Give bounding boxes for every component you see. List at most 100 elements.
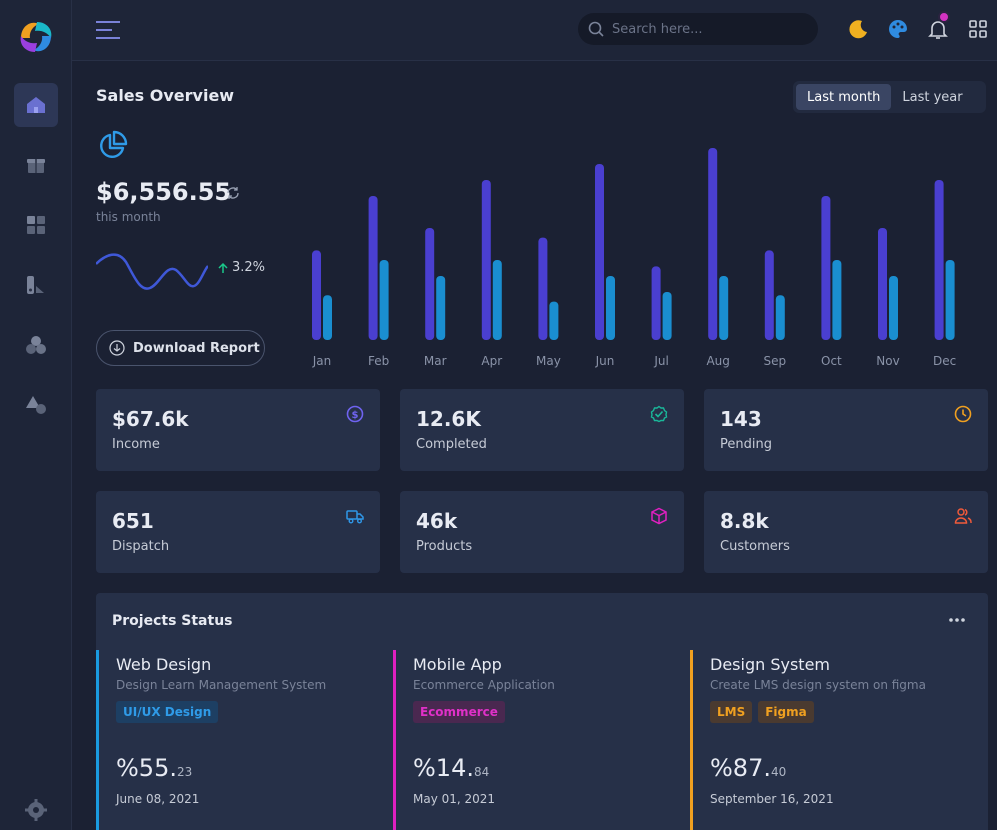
bar-apr-series-1[interactable]	[481, 180, 491, 340]
x-tick-label: May	[536, 354, 561, 368]
sales-bar-chart: Jan Feb Mar Apr May Jun Jul Aug Sep Oct Nov Dec	[296, 130, 986, 375]
bar-dec-series-1[interactable]	[934, 180, 944, 340]
period-last-month-button[interactable]: Last month	[796, 84, 892, 110]
truck-icon	[346, 510, 364, 524]
bar-aug-series-2[interactable]	[719, 276, 729, 340]
stat-value: 46k	[416, 509, 458, 533]
x-tick-label: Mar	[424, 354, 447, 368]
project-card-mobile-app[interactable]: Mobile App Ecommerce Application Ecommer…	[393, 650, 668, 830]
bar-may-series-1[interactable]	[538, 237, 548, 340]
x-tick-label: Nov	[876, 354, 899, 368]
stat-label: Dispatch	[112, 539, 170, 554]
stat-card-income: $67.6k Income $	[96, 389, 380, 471]
bar-jun-series-1[interactable]	[595, 164, 604, 340]
bar-jul-series-1[interactable]	[651, 266, 661, 340]
x-tick-label: Jun	[595, 354, 615, 368]
gift-icon	[27, 159, 45, 173]
x-tick-label: Jul	[653, 354, 668, 368]
project-percent: %14.84	[413, 754, 489, 782]
stat-value: 12.6K	[416, 407, 481, 431]
project-percent-fraction: 23	[176, 765, 193, 779]
home-icon	[27, 97, 45, 113]
stat-label: Products	[416, 539, 473, 554]
gear-icon	[25, 799, 47, 821]
bar-feb-series-1[interactable]	[368, 196, 378, 340]
project-tags: UI/UX Design	[116, 701, 219, 723]
bar-sep-series-1[interactable]	[764, 250, 774, 340]
projects-status-panel: Projects Status Web Design Design Learn …	[96, 593, 988, 830]
search-input[interactable]	[612, 21, 802, 37]
projects-status-title: Projects Status	[112, 613, 233, 629]
project-date: September 16, 2021	[710, 792, 834, 806]
bar-nov-series-2[interactable]	[889, 276, 898, 340]
bar-dec-series-2[interactable]	[945, 260, 955, 340]
project-tag: Figma	[758, 701, 814, 723]
stat-card-pending: 143 Pending	[704, 389, 988, 471]
project-description: Ecommerce Application	[413, 678, 555, 692]
sidebar-item-shapes[interactable]	[14, 383, 58, 427]
bar-mar-series-2[interactable]	[436, 276, 446, 340]
project-percent-fraction: 40	[770, 765, 787, 779]
refresh-icon[interactable]	[226, 186, 240, 200]
sidebar	[0, 0, 72, 830]
x-tick-label: Aug	[706, 354, 729, 368]
box-icon	[651, 507, 667, 525]
project-card-web-design[interactable]: Web Design Design Learn Management Syste…	[96, 650, 371, 830]
bell-icon[interactable]	[926, 17, 950, 41]
stat-value: 143	[720, 407, 762, 431]
bar-jul-series-2[interactable]	[662, 292, 672, 340]
project-name: Mobile App	[413, 655, 502, 674]
sidebar-item-components[interactable]	[14, 323, 58, 367]
sidebar-item-dashboard[interactable]	[14, 203, 58, 247]
sidebar-item-design[interactable]	[14, 263, 58, 307]
menu-icon[interactable]	[96, 19, 120, 41]
moon-icon[interactable]	[846, 17, 870, 41]
palette-icon	[27, 276, 44, 294]
project-tag: LMS	[710, 701, 753, 723]
period-toggle: Last month Last year	[793, 81, 986, 113]
stat-card-completed: 12.6K Completed	[400, 389, 684, 471]
palette-icon[interactable]	[886, 17, 910, 41]
dollar-icon: $	[346, 405, 364, 423]
bar-jun-series-2[interactable]	[606, 276, 615, 340]
apps-icon[interactable]	[966, 17, 990, 41]
project-name: Web Design	[116, 655, 212, 674]
bar-jan-series-2[interactable]	[323, 295, 332, 340]
download-report-button[interactable]: Download Report	[96, 330, 265, 366]
project-tags: LMS Figma	[710, 701, 814, 723]
stat-card-customers: 8.8k Customers	[704, 491, 988, 573]
bar-mar-series-1[interactable]	[425, 228, 435, 340]
app-logo[interactable]	[17, 18, 55, 56]
bar-sep-series-2[interactable]	[775, 295, 785, 340]
trend-value: 3.2%	[232, 260, 266, 275]
sidebar-item-home[interactable]	[14, 83, 58, 127]
more-options-icon[interactable]	[948, 615, 966, 625]
download-icon	[109, 340, 125, 356]
trend-indicator: 3.2%	[217, 260, 265, 275]
bar-apr-series-2[interactable]	[492, 260, 502, 340]
project-card-design-system[interactable]: Design System Create LMS design system o…	[690, 650, 965, 830]
bar-aug-series-1[interactable]	[708, 148, 718, 340]
x-tick-label: Feb	[368, 354, 389, 368]
project-date: June 08, 2021	[116, 792, 200, 806]
circles-icon	[26, 336, 46, 354]
bar-feb-series-2[interactable]	[379, 260, 389, 340]
stat-label: Completed	[416, 437, 487, 452]
sidebar-item-settings[interactable]	[14, 788, 58, 830]
x-tick-label: Apr	[481, 354, 502, 368]
project-tag: Ecommerce	[413, 701, 505, 723]
bar-jan-series-1[interactable]	[312, 250, 321, 340]
project-tag: UI/UX Design	[116, 701, 219, 723]
x-tick-label: Oct	[821, 354, 842, 368]
sidebar-item-gifts[interactable]	[14, 143, 58, 187]
sales-overview-title: Sales Overview	[96, 86, 235, 105]
bar-may-series-2[interactable]	[549, 301, 559, 340]
project-description: Design Learn Management System	[116, 678, 327, 692]
period-last-year-button[interactable]: Last year	[902, 89, 963, 105]
bar-nov-series-1[interactable]	[878, 228, 887, 340]
clock-icon	[954, 405, 972, 423]
bar-oct-series-1[interactable]	[821, 196, 831, 340]
bar-oct-series-2[interactable]	[832, 260, 842, 340]
stat-label: Customers	[720, 539, 790, 554]
stat-card-dispatch: 651 Dispatch	[96, 491, 380, 573]
